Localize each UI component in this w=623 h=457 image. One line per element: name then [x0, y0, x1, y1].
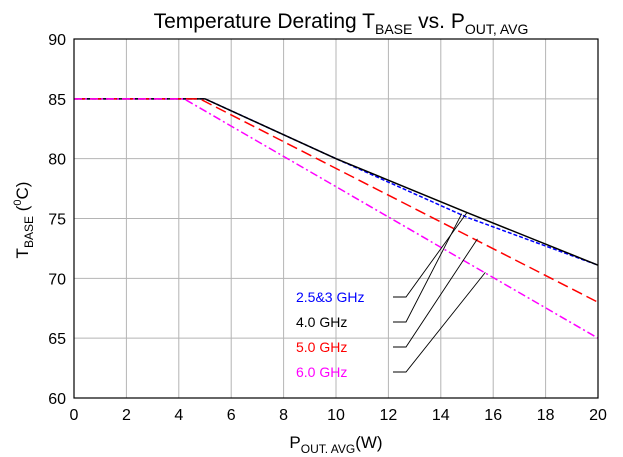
- plot-frame: [73, 38, 599, 399]
- y-tick-label: 75: [48, 212, 66, 229]
- legend-pointer-line: [393, 213, 463, 323]
- y-tick-label: 70: [48, 271, 66, 288]
- x-axis-label-sub: OUT. AVG: [301, 442, 355, 456]
- x-tick-label: 14: [432, 407, 450, 424]
- y-axis-label-sup: 0: [12, 200, 24, 206]
- legend-label: 6.0 GHz: [296, 364, 347, 380]
- legend-pointer-line: [393, 238, 478, 348]
- x-tick-label: 4: [174, 407, 183, 424]
- y-axis-label-tail: C): [13, 182, 32, 200]
- chart-title: Temperature Derating TBASE vs. POUT, AVG: [154, 10, 529, 37]
- chart-title-middle-sub: OUT, AVG: [465, 21, 529, 37]
- chart-title-main: Temperature Derating T: [154, 10, 376, 33]
- x-tick-label: 12: [380, 407, 398, 424]
- x-tick-label: 0: [70, 407, 79, 424]
- y-axis-label-mid: (: [13, 205, 32, 216]
- y-tick-label: 85: [48, 92, 66, 109]
- chart-title-main-sub: BASE: [375, 21, 412, 37]
- legend-label: 5.0 GHz: [296, 339, 347, 355]
- series-line: [74, 98, 599, 303]
- x-tick-label: 8: [279, 407, 288, 424]
- y-axis-label: TBASE (0C): [12, 182, 36, 259]
- y-tick-label: 90: [48, 32, 66, 49]
- y-tick-label: 65: [48, 331, 66, 348]
- x-tick-label: 16: [484, 407, 502, 424]
- x-axis-label-tail: (W): [355, 433, 382, 452]
- x-axis-label: POUT. AVG(W): [289, 433, 382, 456]
- y-axis-label-main: T: [13, 248, 32, 258]
- legend-pointer-line: [393, 272, 486, 373]
- series-line: [74, 98, 599, 339]
- legend-label: 4.0 GHz: [296, 314, 347, 330]
- chart-title-middle: vs. P: [412, 10, 465, 33]
- x-axis-label-main: P: [289, 433, 300, 452]
- legend-pointer-line: [393, 212, 468, 298]
- y-tick-label: 80: [48, 152, 66, 169]
- legend-label: 2.5&3 GHz: [296, 289, 364, 305]
- y-tick-label: 60: [48, 391, 66, 408]
- x-tick-label: 2: [122, 407, 131, 424]
- x-tick-label: 10: [327, 407, 345, 424]
- x-tick-label: 18: [537, 407, 555, 424]
- tick-labels: 0 2 4 6 8 10 12 14 16 18 20 60 65 70 75 80 85 90: [48, 32, 607, 424]
- legend: 2.5&3 GHz 4.0 GHz 5.0 GHz 6.0 GHz: [296, 212, 486, 380]
- x-tick-label: 6: [227, 407, 236, 424]
- y-axis-label-sub: BASE: [22, 216, 36, 248]
- series-layer: [74, 98, 599, 339]
- x-tick-label: 20: [589, 407, 607, 424]
